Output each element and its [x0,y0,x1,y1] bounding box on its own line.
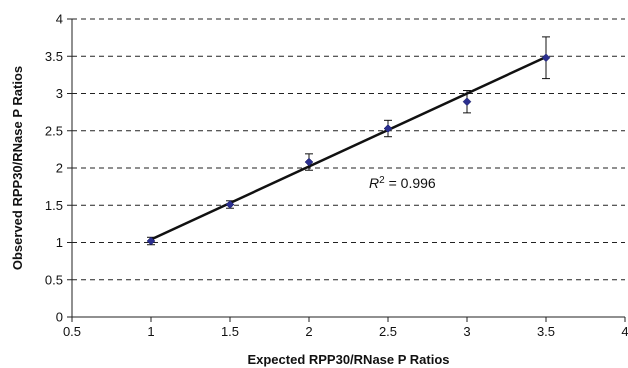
x-tick-label: 1.5 [221,324,239,339]
diamond-marker [146,236,156,246]
x-tick-label: 1 [147,324,154,339]
y-tick-label: 2 [56,161,63,176]
x-tick-label: 3.5 [537,324,555,339]
y-axis-title: Observed RPP30/RNase P Ratios [10,66,25,270]
diamond-marker [462,97,472,107]
r-value: = 0.996 [385,175,436,191]
grid-layer [72,18,625,281]
diamond-marker [304,157,314,167]
y-tick-label: 4 [56,12,63,27]
diamond-marker [225,200,235,209]
y-tick-label: 1.5 [45,198,63,213]
data-point [462,90,472,114]
diamond-marker [541,53,551,63]
x-tick-label: 2 [305,324,312,339]
data-point [541,36,551,80]
x-tick-label: 4 [621,324,628,339]
x-tick-label: 0.5 [63,324,81,339]
y-tick-label: 2.5 [45,123,63,138]
x-tick-label: 2.5 [379,324,397,339]
trendline-layer [150,55,547,241]
data-point [304,153,314,171]
y-tick-label: 3 [56,86,63,101]
y-tick-label: 3.5 [45,49,63,64]
r-symbol: R [369,175,379,191]
r-squared-annotation: R2 = 0.996 [369,174,436,191]
y-tick-label: 1 [56,235,63,250]
points-layer [146,36,551,246]
data-point [225,200,235,209]
x-tick-label: 3 [463,324,470,339]
diamond-marker [383,124,393,133]
x-axis-title: Expected RPP30/RNase P Ratios [247,352,449,367]
data-point [146,236,156,246]
trendline [150,55,547,241]
y-tick-label: 0.5 [45,272,63,287]
ticks-layer: 00.511.522.533.540.5 1 1.5 2 2.5 3 3.5 4 [45,12,628,340]
data-point [383,119,393,138]
r-exponent: 2 [379,174,385,185]
y-tick-label: 0 [56,310,63,325]
